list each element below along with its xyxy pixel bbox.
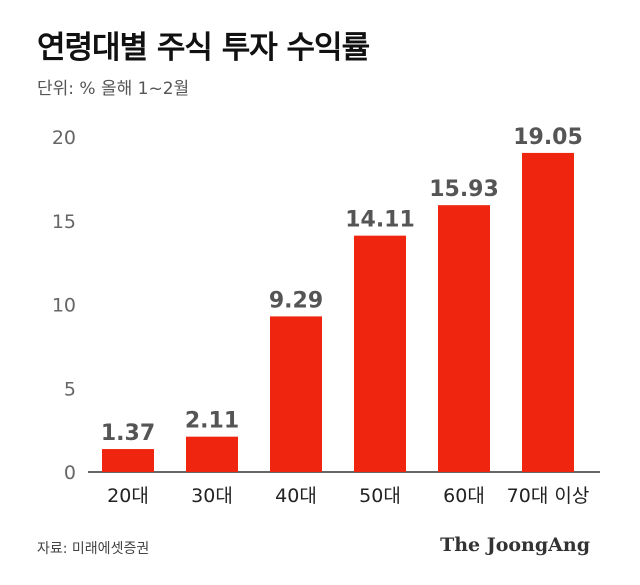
data-label: 19.05 bbox=[513, 125, 583, 150]
x-tick-label: 30대 bbox=[191, 485, 233, 507]
bar bbox=[354, 235, 406, 472]
data-label: 2.11 bbox=[185, 409, 239, 434]
x-tick-label: 60대 bbox=[443, 485, 485, 507]
bar bbox=[438, 205, 490, 473]
x-tick-label: 70대 이상 bbox=[507, 485, 590, 507]
bar bbox=[522, 152, 574, 472]
y-tick-label: 10 bbox=[52, 295, 76, 317]
y-tick-label: 15 bbox=[52, 211, 76, 233]
x-tick-label: 50대 bbox=[359, 485, 401, 507]
data-label: 14.11 bbox=[345, 208, 415, 233]
x-tick-label: 20대 bbox=[107, 485, 149, 507]
chart-subtitle: 단위: % 올해 1~2월 bbox=[37, 79, 190, 99]
source-note: 자료: 미래에셋증권 bbox=[37, 541, 150, 557]
y-tick-label: 5 bbox=[64, 378, 76, 400]
data-label: 1.37 bbox=[101, 421, 155, 446]
bar bbox=[102, 449, 154, 472]
x-tick-label: 40대 bbox=[275, 485, 317, 507]
bar bbox=[270, 316, 322, 472]
publisher-logo: The JoongAng bbox=[440, 534, 590, 556]
y-tick-label: 20 bbox=[52, 127, 76, 149]
data-label: 9.29 bbox=[269, 288, 323, 313]
chart-title: 연령대별 주식 투자 수익률 bbox=[37, 30, 370, 66]
y-tick-label: 0 bbox=[64, 462, 76, 484]
data-label: 15.93 bbox=[429, 177, 499, 202]
bar bbox=[186, 436, 238, 472]
